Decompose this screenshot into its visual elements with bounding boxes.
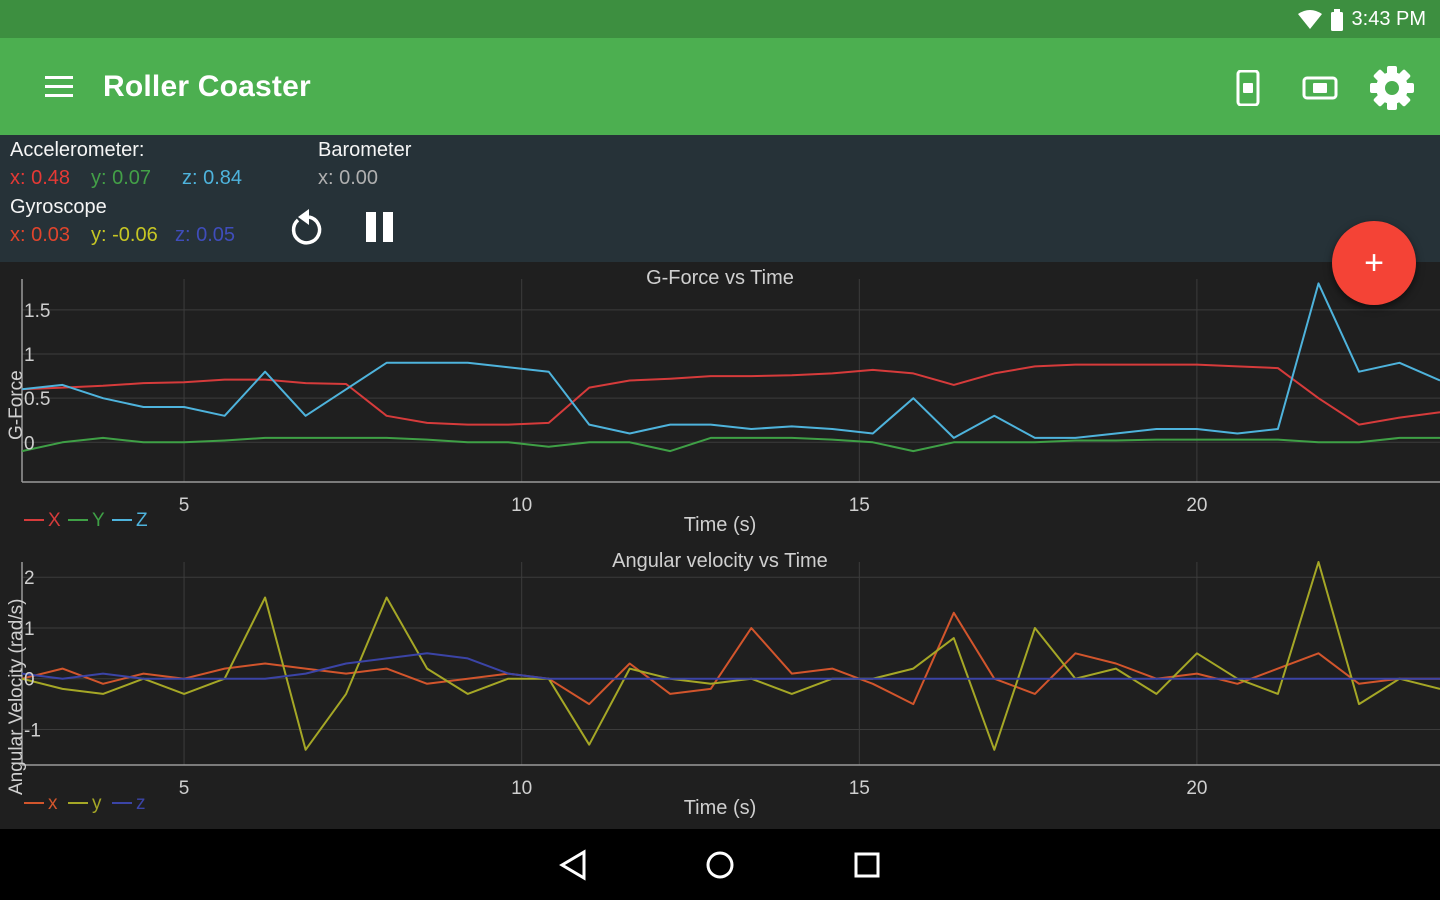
legend-label-z: z: [136, 793, 146, 814]
chart-axes: [21, 562, 1440, 766]
accelerometer-x: x: 0.48: [10, 167, 71, 189]
series-line-x: [21, 363, 1440, 426]
sensor-panel: Accelerometer: x: 0.48 y: 0.07 z: 0.84 B…: [0, 135, 1440, 262]
chart-lines: [21, 561, 1440, 751]
legend-label-x: x: [48, 793, 58, 814]
series-line-y: [21, 561, 1440, 751]
accelerometer-z: z: 0.84: [182, 167, 243, 189]
y-axis-label: Angular Velocity (rad/s): [6, 599, 27, 795]
status-time: 3:43 PM: [1351, 8, 1426, 30]
x-tick-labels: 5 10 15 20: [179, 495, 1208, 516]
series-line-z: [21, 282, 1440, 439]
chart-axes: [21, 279, 1440, 483]
gyroscope-y: y: -0.06: [91, 224, 158, 246]
app-bar: Roller Coaster: [0, 38, 1440, 135]
recents-icon: [854, 852, 880, 878]
phone-sensor-button[interactable]: [1224, 64, 1272, 112]
y-tick-label: 1.5: [24, 301, 50, 322]
phone-sensor-icon: [1236, 70, 1260, 106]
reset-icon: [291, 209, 322, 245]
y-tick-label: 1: [24, 345, 35, 366]
barometer-label: Barometer: [318, 139, 412, 161]
accelerometer-label: Accelerometer:: [10, 139, 145, 161]
x-tick-label: 5: [179, 778, 190, 799]
x-tick-labels: 5 10 15 20: [179, 778, 1208, 799]
settings-button[interactable]: [1368, 64, 1416, 112]
screen-record-button[interactable]: [1296, 64, 1344, 112]
app-title: Roller Coaster: [103, 70, 311, 103]
x-tick-label: 15: [849, 778, 870, 799]
y-tick-label: -1: [24, 720, 41, 741]
settings-icon: [1370, 66, 1414, 110]
screen-record-icon: [1302, 76, 1338, 100]
reset-button[interactable]: [287, 207, 327, 254]
barometer-x: x: 0.00: [318, 167, 379, 189]
status-icons: 3:43 PM: [1297, 8, 1426, 31]
legend-label-y: Y: [92, 510, 105, 531]
chart-grid: [22, 279, 1440, 482]
x-tick-label: 10: [511, 778, 532, 799]
y-tick-label: 2: [24, 568, 35, 589]
x-tick-label: 10: [511, 495, 532, 516]
gyroscope-label: Gyroscope: [10, 196, 107, 218]
y-tick-labels: -1 0 1 2: [24, 568, 41, 741]
chart-title: Angular velocity vs Time: [612, 550, 828, 572]
gforce-chart: G-Force vs Time 0 0.5 1 1.5 5 10 15 20 Time (s…: [6, 267, 1440, 536]
x-tick-label: 5: [179, 495, 190, 516]
series-line-y: [21, 436, 1440, 453]
y-tick-label: 0: [24, 433, 35, 454]
menu-button[interactable]: [40, 68, 80, 108]
chart-lines: [21, 282, 1440, 453]
legend-label-z: Z: [136, 510, 148, 531]
chart-legend: x y z: [24, 793, 146, 814]
legend-label-y: y: [92, 793, 102, 814]
recents-button[interactable]: [847, 847, 887, 883]
navigation-bar: [0, 829, 1440, 900]
chart-legend: X Y Z: [24, 510, 148, 531]
back-icon: [559, 849, 586, 881]
series-line-x: [21, 611, 1440, 706]
add-button[interactable]: +: [1332, 221, 1416, 305]
accelerometer-y: y: 0.07: [91, 167, 152, 189]
x-axis-label: Time (s): [684, 514, 757, 536]
series-line-z: [21, 652, 1440, 680]
y-tick-label: 0.5: [24, 389, 50, 410]
chart-title: G-Force vs Time: [646, 267, 794, 289]
pause-button[interactable]: [364, 212, 396, 249]
y-tick-label: 1: [24, 619, 35, 640]
pause-icon: [366, 212, 393, 242]
wifi-icon: [1297, 9, 1322, 29]
home-button[interactable]: [700, 847, 740, 883]
chart-grid: [22, 562, 1440, 765]
legend-label-x: X: [48, 510, 61, 531]
gyroscope-x: x: 0.03: [10, 224, 71, 246]
gyroscope-z: z: 0.05: [175, 224, 236, 246]
x-tick-label: 20: [1186, 495, 1207, 516]
angular-velocity-chart: Angular velocity vs Time -1 0 1 2 5 10 15 20 T…: [6, 550, 1440, 819]
y-tick-labels: 0 0.5 1 1.5: [24, 301, 50, 454]
y-axis-label: G-Force: [6, 370, 27, 440]
back-button[interactable]: [554, 847, 594, 883]
battery-icon: [1330, 8, 1343, 31]
status-bar: 3:43 PM: [0, 0, 1440, 38]
plus-icon: +: [1364, 243, 1384, 282]
y-tick-label: 0: [24, 670, 35, 691]
x-tick-label: 20: [1186, 778, 1207, 799]
x-tick-label: 15: [849, 495, 870, 516]
x-axis-label: Time (s): [684, 797, 757, 819]
home-icon: [706, 851, 734, 879]
